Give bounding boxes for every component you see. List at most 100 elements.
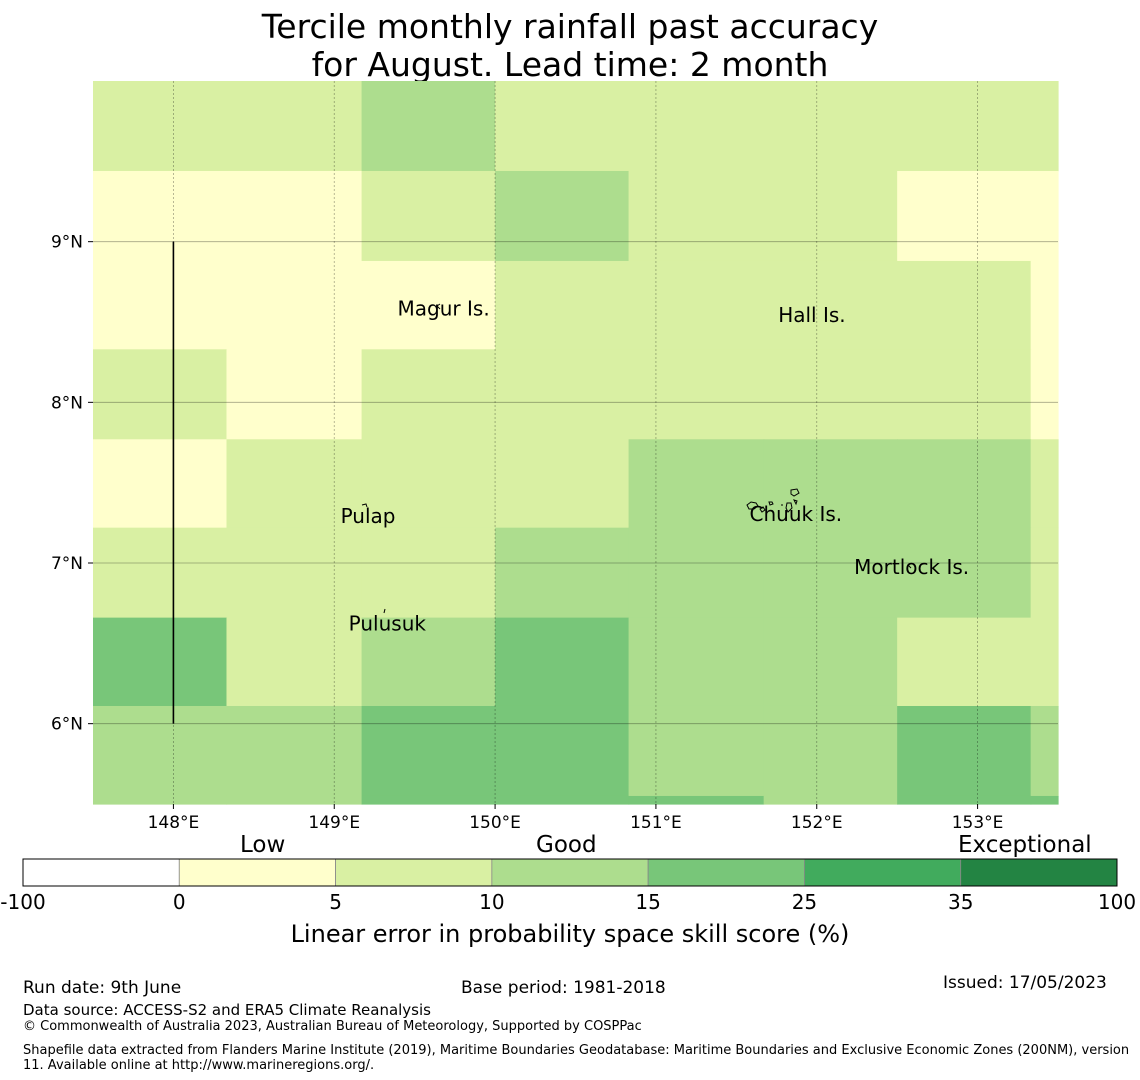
lat-tick-label: 7°N bbox=[51, 554, 83, 574]
colorbar-title: Linear error in probability space skill … bbox=[290, 920, 850, 948]
grid-cell bbox=[361, 795, 496, 805]
band-label-good: Good bbox=[536, 832, 597, 858]
grid-cell bbox=[628, 705, 765, 797]
island-outline bbox=[746, 501, 759, 510]
copyright: © Commonwealth of Australia 2023, Austra… bbox=[23, 1019, 642, 1034]
grid-cell bbox=[628, 617, 765, 707]
grid-cell bbox=[226, 349, 363, 440]
grid-cell bbox=[628, 349, 765, 440]
grid-cell bbox=[226, 81, 363, 172]
grid-cell bbox=[495, 81, 630, 172]
issued-date: Issued: 17/05/2023 bbox=[943, 973, 1107, 993]
colorbar-bin bbox=[804, 858, 962, 887]
grid-cell bbox=[361, 527, 496, 619]
grid-cell bbox=[93, 439, 228, 529]
lat-axis: 9°N 8°N 7°N 6°N bbox=[51, 233, 93, 735]
grid-cell bbox=[495, 795, 630, 805]
island-outline bbox=[907, 564, 912, 569]
grid-cell bbox=[93, 617, 228, 707]
place-label: Magur Is. bbox=[398, 297, 490, 321]
grid-cell bbox=[1030, 349, 1059, 440]
grid-cell bbox=[763, 349, 898, 440]
grid-cell bbox=[361, 705, 496, 797]
lon-tick-label: 153°E bbox=[952, 813, 1004, 833]
grid-cell bbox=[628, 260, 765, 350]
colorbar-tick-label: 25 bbox=[791, 890, 818, 914]
grid-cell bbox=[226, 617, 363, 707]
island-outline bbox=[436, 303, 441, 310]
grid-cell bbox=[897, 81, 1032, 172]
grid-cell bbox=[1030, 170, 1059, 262]
grid-cell bbox=[361, 260, 496, 350]
grid-cell bbox=[495, 527, 630, 619]
grid-cell bbox=[93, 81, 228, 172]
colorbar-tick-label: 35 bbox=[947, 890, 974, 914]
grid-cell bbox=[897, 527, 1032, 619]
lon-tick-label: 151°E bbox=[630, 813, 682, 833]
grid-cell bbox=[628, 439, 765, 529]
grid-cell bbox=[495, 439, 630, 529]
grid-cell bbox=[226, 170, 363, 262]
island-outline bbox=[790, 488, 800, 497]
island-outline bbox=[383, 608, 386, 614]
grid-cell bbox=[763, 527, 898, 619]
colorbar-tick-label: 0 bbox=[172, 890, 186, 914]
grid-cell bbox=[361, 617, 496, 707]
grid-cell bbox=[628, 527, 765, 619]
colorbar-tick-label: -100 bbox=[0, 890, 46, 914]
island-outlines bbox=[361, 303, 912, 614]
place-label: Pulusuk bbox=[349, 611, 427, 635]
grid-cell bbox=[1030, 795, 1059, 805]
grid-cell bbox=[361, 349, 496, 440]
place-label: Chuuk Is. bbox=[750, 502, 843, 526]
run-date: Run date: 9th June bbox=[23, 978, 182, 998]
colorbar bbox=[22, 858, 1118, 887]
grid-cell bbox=[226, 439, 363, 529]
grid-cell bbox=[897, 260, 1032, 350]
grid-cell bbox=[1030, 439, 1059, 529]
grid-cell bbox=[1030, 260, 1059, 350]
colorbar-bin bbox=[647, 858, 805, 887]
grid-cell bbox=[93, 170, 228, 262]
grid-cell bbox=[1030, 527, 1059, 619]
lon-tick-label: 150°E bbox=[469, 813, 521, 833]
grid-cell bbox=[361, 81, 496, 172]
grid-cell bbox=[897, 439, 1032, 529]
grid-cell bbox=[495, 349, 630, 440]
grid-cell bbox=[495, 617, 630, 707]
grid-cell bbox=[763, 81, 898, 172]
shapefile-credit: Shapefile data extracted from Flanders M… bbox=[23, 1043, 1130, 1073]
grid-cell bbox=[628, 170, 765, 262]
grid-cells bbox=[93, 81, 1059, 805]
map-title-line2: for August. Lead time: 2 month bbox=[311, 45, 829, 84]
grid-cell bbox=[495, 705, 630, 797]
grid-cell bbox=[361, 439, 496, 529]
grid-cell bbox=[495, 170, 630, 262]
grid-cell bbox=[1030, 617, 1059, 707]
grid-cell bbox=[897, 617, 1032, 707]
colorbar-bin bbox=[335, 858, 493, 887]
grid-cell bbox=[226, 705, 363, 797]
lon-tick-label: 152°E bbox=[791, 813, 843, 833]
island-outline bbox=[768, 501, 774, 506]
band-label-low: Low bbox=[240, 832, 286, 858]
grid-cell bbox=[495, 260, 630, 350]
grid-cell bbox=[763, 170, 898, 262]
grid-cell bbox=[226, 795, 363, 805]
island-outline bbox=[361, 503, 368, 508]
grid-cell bbox=[897, 795, 1032, 805]
grid-cell bbox=[93, 705, 228, 797]
island-outline bbox=[785, 502, 793, 513]
colorbar-bin bbox=[22, 858, 180, 887]
island-outline bbox=[759, 506, 766, 513]
grid-cell bbox=[361, 170, 496, 262]
colorbar-bin bbox=[178, 858, 336, 887]
grid-cell bbox=[93, 795, 228, 805]
colorbar-tick-label: 15 bbox=[635, 890, 661, 914]
place-labels: Magur Is. Hall Is. Pulap Chuuk Is. Mortlock … bbox=[341, 297, 970, 636]
colorbar-bin bbox=[491, 858, 649, 887]
lon-axis: 148°E 149°E 150°E 151°E 152°E 153°E bbox=[148, 804, 1004, 833]
grid-cell bbox=[226, 260, 363, 350]
grid-cell bbox=[897, 170, 1032, 262]
grid-cell bbox=[628, 81, 765, 172]
